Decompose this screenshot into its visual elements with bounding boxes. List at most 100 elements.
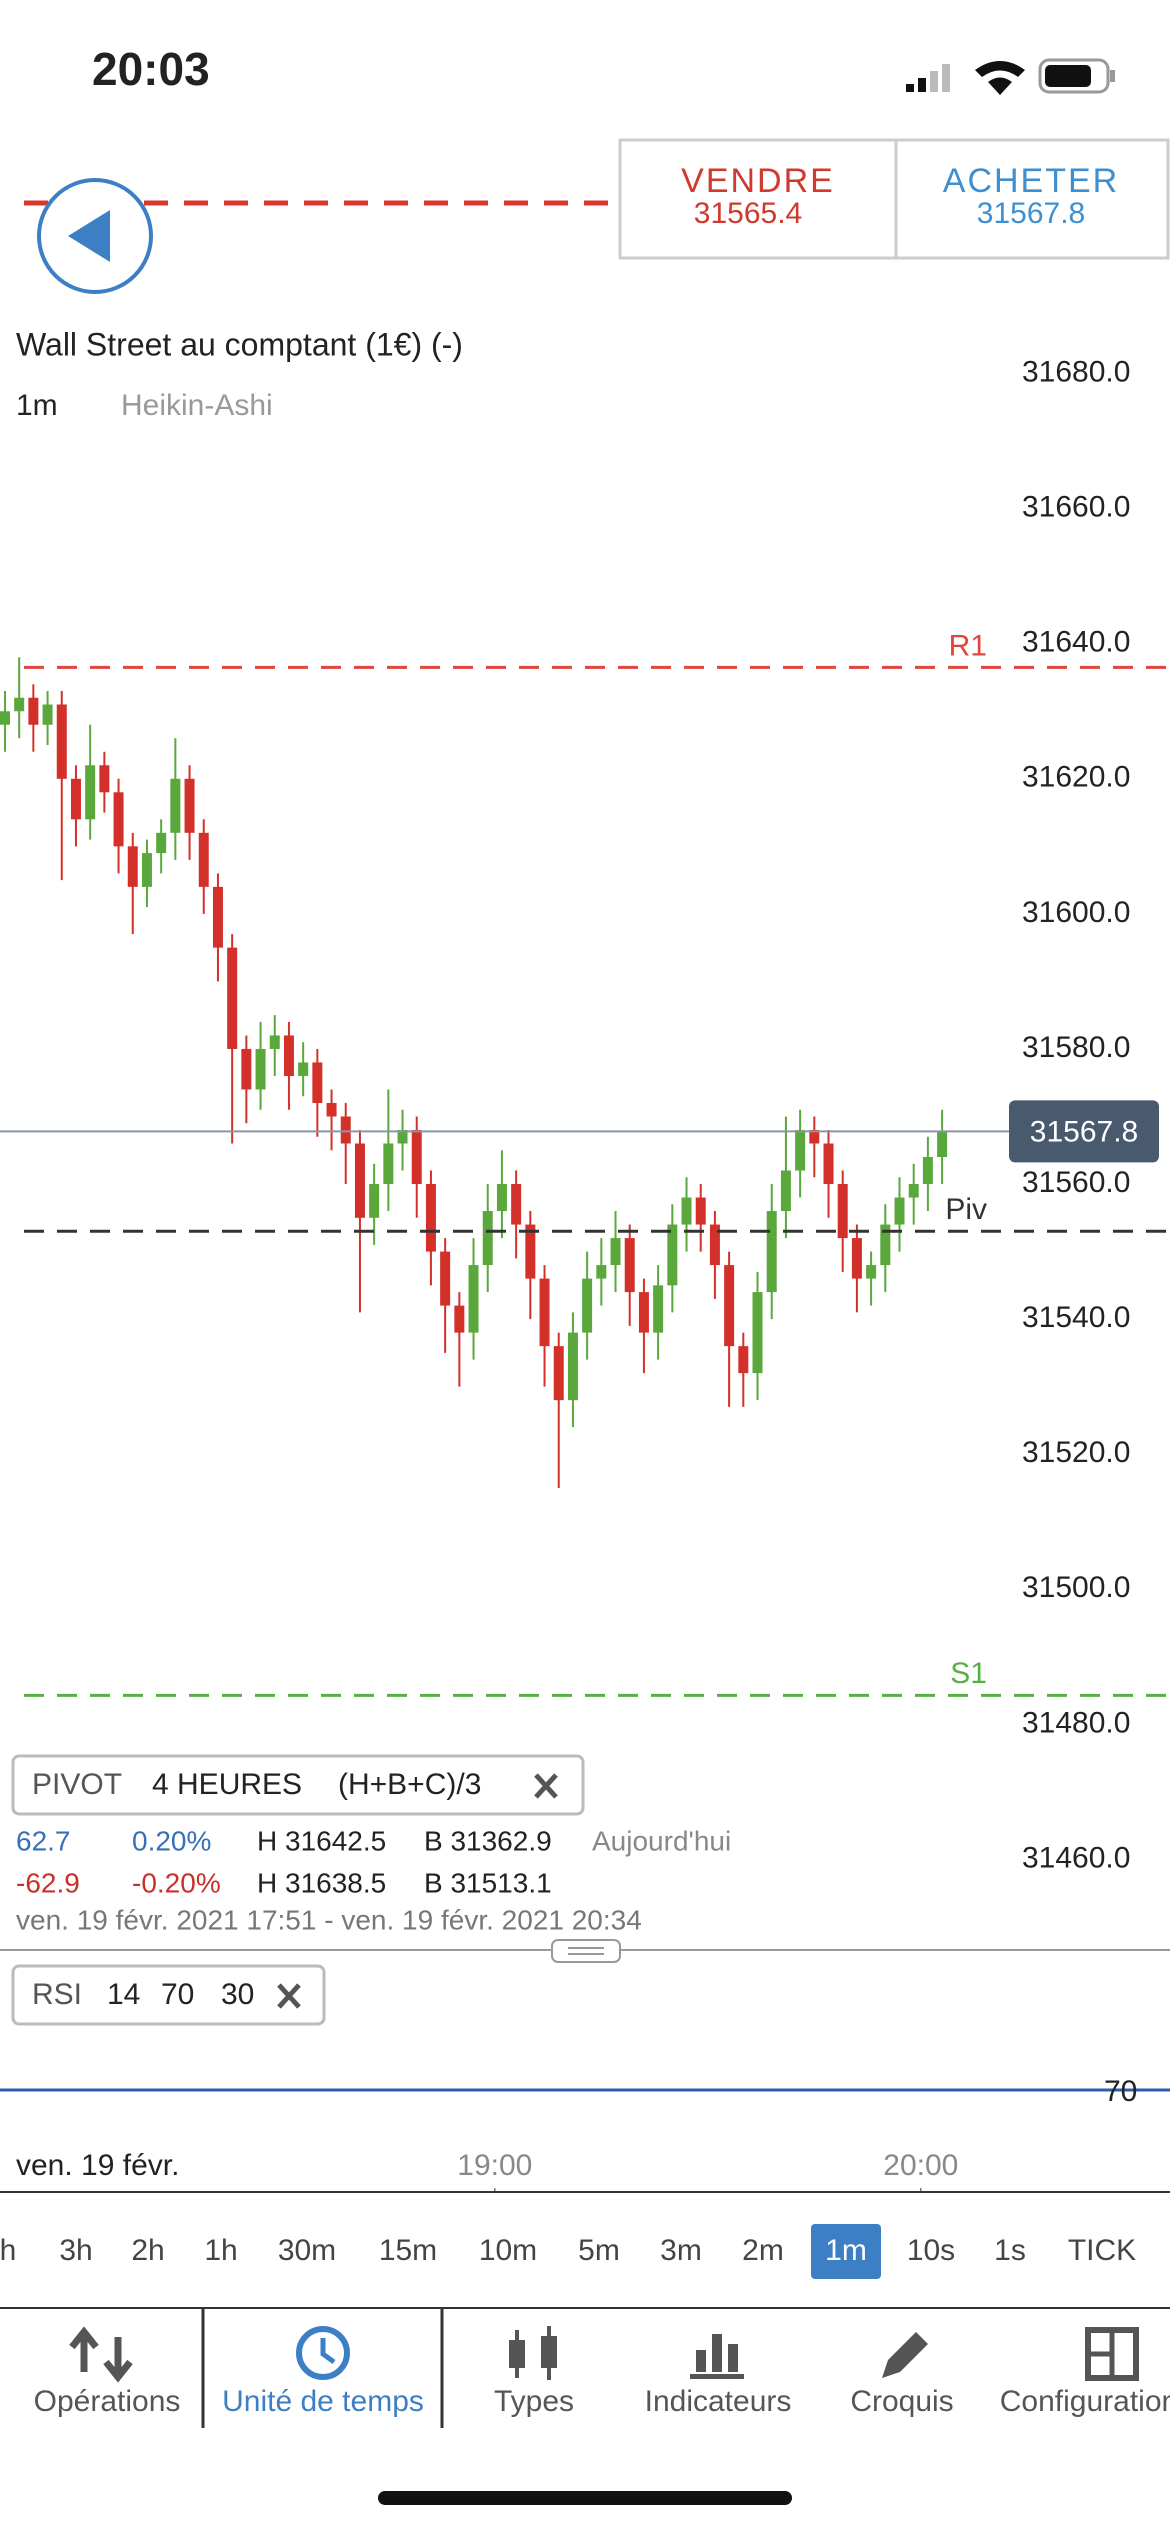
price-badge-label: 31567.8 (1030, 1115, 1138, 1148)
candle-body (582, 1278, 593, 1333)
candle-body (42, 704, 53, 725)
tab[interactable]: Opérations (34, 2385, 181, 2418)
rsi-name: RSI (32, 1978, 82, 2011)
resize-handle[interactable] (551, 1939, 621, 1963)
candle-body (326, 1102, 337, 1117)
candle-body (922, 1157, 933, 1185)
candle-body (14, 697, 25, 712)
candle-body (440, 1251, 451, 1306)
candle-body (738, 1346, 749, 1374)
candle-body (894, 1197, 905, 1225)
rsi-panel: RSI 14 70 30 70 (0, 1964, 1170, 2108)
y-tick-label: 31520.0 (1022, 1436, 1130, 1469)
tab[interactable]: Configuration (1000, 2385, 1170, 2418)
candle-body (85, 765, 96, 820)
pivot-value: 62.7 (16, 1825, 71, 1856)
tab[interactable]: Types (494, 2385, 574, 2418)
candle-body (369, 1184, 380, 1218)
x-start-label: ven. 19 févr. (16, 2149, 179, 2182)
timeframe-label: 1m (16, 389, 58, 422)
candle-body (653, 1285, 664, 1333)
y-tick-label: 31600.0 (1022, 896, 1130, 929)
pivot-value: B 31513.1 (424, 1867, 552, 1898)
timeframe[interactable]: TICK (1068, 2234, 1136, 2267)
back-button[interactable] (37, 178, 153, 294)
candle-body (127, 846, 138, 887)
pivot-value: Aujourd'hui (592, 1825, 731, 1856)
candle-body (340, 1116, 351, 1144)
plot (0, 657, 948, 1488)
pivot-value: -62.9 (16, 1867, 80, 1898)
candle-body (312, 1062, 323, 1103)
y-tick-label: 31620.0 (1022, 761, 1130, 794)
candle-body (880, 1224, 891, 1266)
candle-body (227, 947, 238, 1049)
buy-button[interactable]: ACHETER 31567.8 (894, 138, 1170, 260)
sell-price: 31565.4 (694, 197, 802, 230)
candle-body (596, 1265, 607, 1279)
timeframe[interactable]: 10m (479, 2234, 537, 2267)
candle-body (823, 1143, 834, 1185)
timeframe[interactable]: 1h (204, 2234, 237, 2267)
timeframe[interactable]: 15m (379, 2234, 437, 2267)
candle-body (567, 1332, 578, 1401)
tab-icons (69, 2326, 1139, 2383)
timeframe[interactable]: 1s (994, 2234, 1026, 2267)
pivot-range: ven. 19 févr. 2021 17:51 - ven. 19 févr.… (16, 1904, 642, 1935)
candle-body (624, 1238, 635, 1293)
candle-body (610, 1238, 621, 1266)
y-tick-label: 31660.0 (1022, 491, 1130, 524)
candle-body (709, 1224, 720, 1266)
close-icon[interactable] (534, 1773, 558, 1799)
candle-body (908, 1184, 919, 1198)
y-tick-label: 31540.0 (1022, 1301, 1130, 1334)
candle-body (795, 1130, 806, 1171)
candle-body (937, 1131, 948, 1158)
candle-body (780, 1170, 791, 1212)
timeframe[interactable]: 10s (907, 2234, 955, 2267)
candle-body (198, 832, 209, 887)
candle-body (638, 1292, 649, 1333)
candle-body (468, 1265, 479, 1333)
candle-body (397, 1130, 408, 1144)
tab[interactable]: Croquis (850, 2385, 953, 2418)
timeframe[interactable]: 2m (742, 2234, 784, 2267)
timeframe[interactable]: 5m (578, 2234, 620, 2267)
pivot-value: H 31638.5 (257, 1867, 386, 1898)
status-icons (906, 58, 1115, 95)
timeframe[interactable]: 2h (131, 2234, 164, 2267)
candle-body (454, 1305, 465, 1333)
pivot-level-label: Piv (945, 1193, 987, 1226)
candle-body (70, 778, 81, 820)
timeframe[interactable]: 3h (59, 2234, 92, 2267)
pivot-panel: PIVOT 4 HEURES (H+B+C)/3 ven. 19 févr. 2… (11, 1754, 642, 1935)
y-tick-label: 31500.0 (1022, 1571, 1130, 1604)
timeframe[interactable]: 3m (660, 2234, 702, 2267)
timeframe-selected (811, 2224, 881, 2279)
candle-body (383, 1143, 394, 1185)
timeframe[interactable]: 30m (278, 2234, 336, 2267)
timeframe[interactable]: 1m (825, 2234, 867, 2267)
close-icon[interactable] (277, 1983, 301, 2009)
candle-body (170, 778, 181, 833)
candle-body (241, 1048, 252, 1090)
status-time: 20:03 (92, 43, 210, 95)
candle-body (99, 765, 110, 793)
timeframe[interactable]: h (0, 2234, 16, 2267)
instrument-name: Wall Street au comptant (1€) (-) (16, 326, 463, 362)
candle-body (866, 1265, 877, 1279)
candle-body (212, 886, 223, 948)
candle-body (667, 1224, 678, 1286)
tab[interactable]: Unité de temps (222, 2385, 424, 2418)
rsi-param: 14 (107, 1978, 140, 2011)
y-tick-label: 31580.0 (1022, 1031, 1130, 1064)
pivot-value: -0.20% (132, 1867, 221, 1898)
pivot-title: PIVOT (32, 1768, 122, 1801)
tab[interactable]: Indicateurs (645, 2385, 792, 2418)
sell-button[interactable]: VENDRE 31565.4 (618, 138, 898, 260)
x-tick-label: 20:00 (883, 2149, 958, 2182)
candle-body (766, 1211, 777, 1293)
candle-body (482, 1211, 493, 1266)
x-tick-label: 19:00 (457, 2149, 532, 2182)
